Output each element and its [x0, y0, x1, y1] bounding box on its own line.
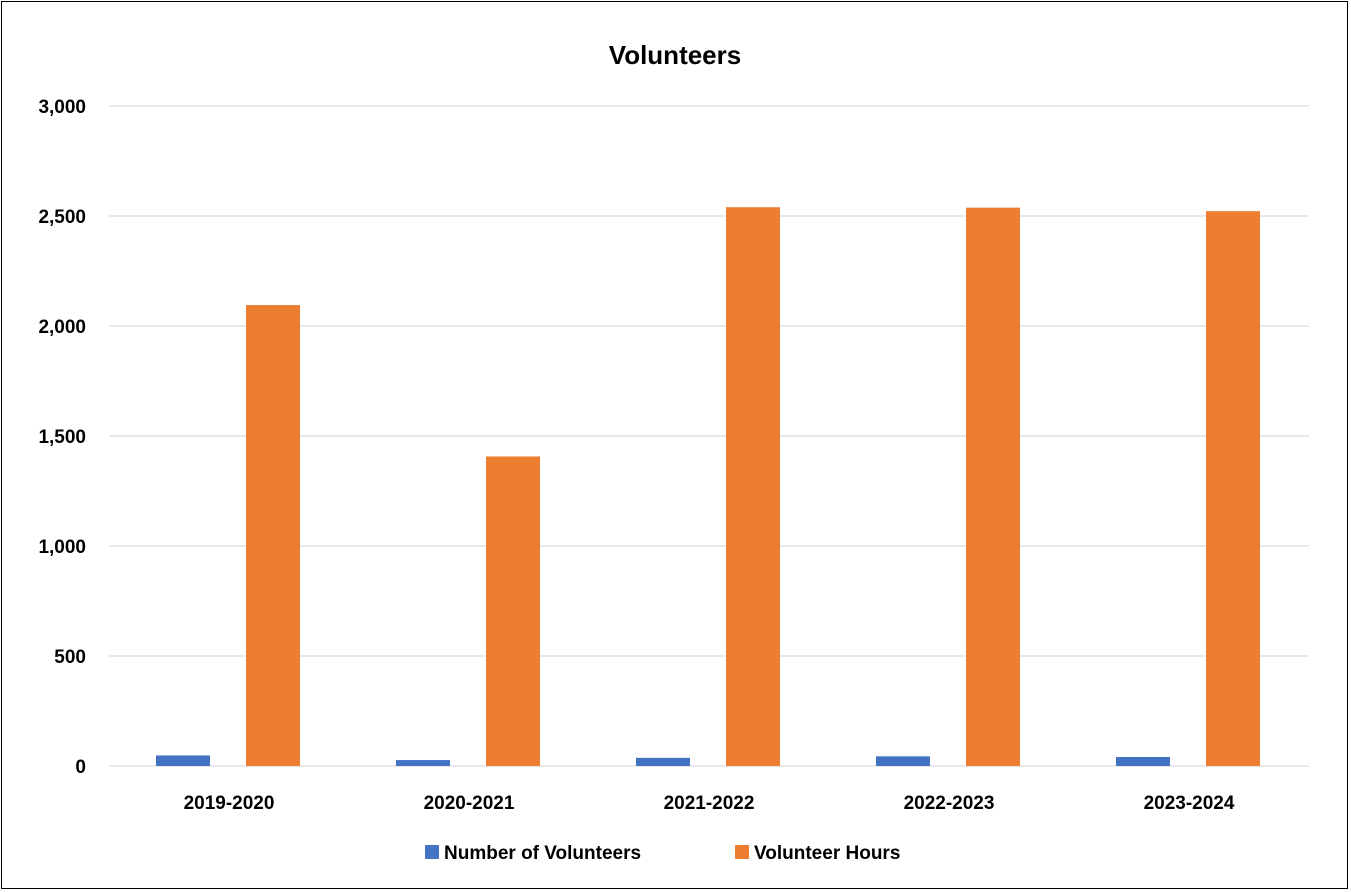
gridlines	[109, 105, 1309, 767]
y-tick-label: 1,000	[38, 537, 86, 558]
legend: Number of Volunteers Volunteer Hours	[425, 843, 900, 864]
y-tick-label: 1,500	[38, 427, 86, 448]
y-tick-label: 0	[75, 757, 86, 778]
legend-label: Volunteer Hours	[754, 843, 900, 864]
y-tick-label: 500	[54, 647, 86, 668]
bars	[156, 207, 1260, 766]
bar-volunteer-hours	[486, 456, 540, 766]
bar-number-of-volunteers	[636, 757, 690, 766]
bar-number-of-volunteers	[876, 756, 930, 766]
bar-volunteer-hours	[726, 207, 780, 766]
legend-label: Number of Volunteers	[444, 843, 641, 864]
bar-number-of-volunteers	[396, 760, 450, 766]
x-axis-tick-labels: 2019-2020 2020-2021 2021-2022 2022-2023 2023…	[184, 793, 1235, 814]
bar-number-of-volunteers	[156, 755, 210, 766]
legend-swatch	[425, 845, 439, 859]
bar-number-of-volunteers	[1116, 756, 1170, 766]
y-tick-label: 3,000	[38, 97, 86, 118]
y-tick-label: 2,000	[38, 317, 86, 338]
legend-swatch	[735, 845, 749, 859]
y-axis-tick-labels: 0 500 1,000 1,500 2,000 2,500 3,000	[38, 97, 86, 778]
bar-volunteer-hours	[1206, 211, 1260, 766]
y-tick-label: 2,500	[38, 207, 86, 228]
chart-title: Volunteers	[609, 40, 741, 70]
bar-volunteer-hours	[246, 305, 300, 766]
x-tick-label: 2022-2023	[904, 793, 995, 814]
x-tick-label: 2023-2024	[1144, 793, 1235, 814]
x-tick-label: 2019-2020	[184, 793, 275, 814]
x-tick-label: 2021-2022	[664, 793, 755, 814]
x-tick-label: 2020-2021	[424, 793, 515, 814]
bar-volunteer-hours	[966, 207, 1020, 766]
